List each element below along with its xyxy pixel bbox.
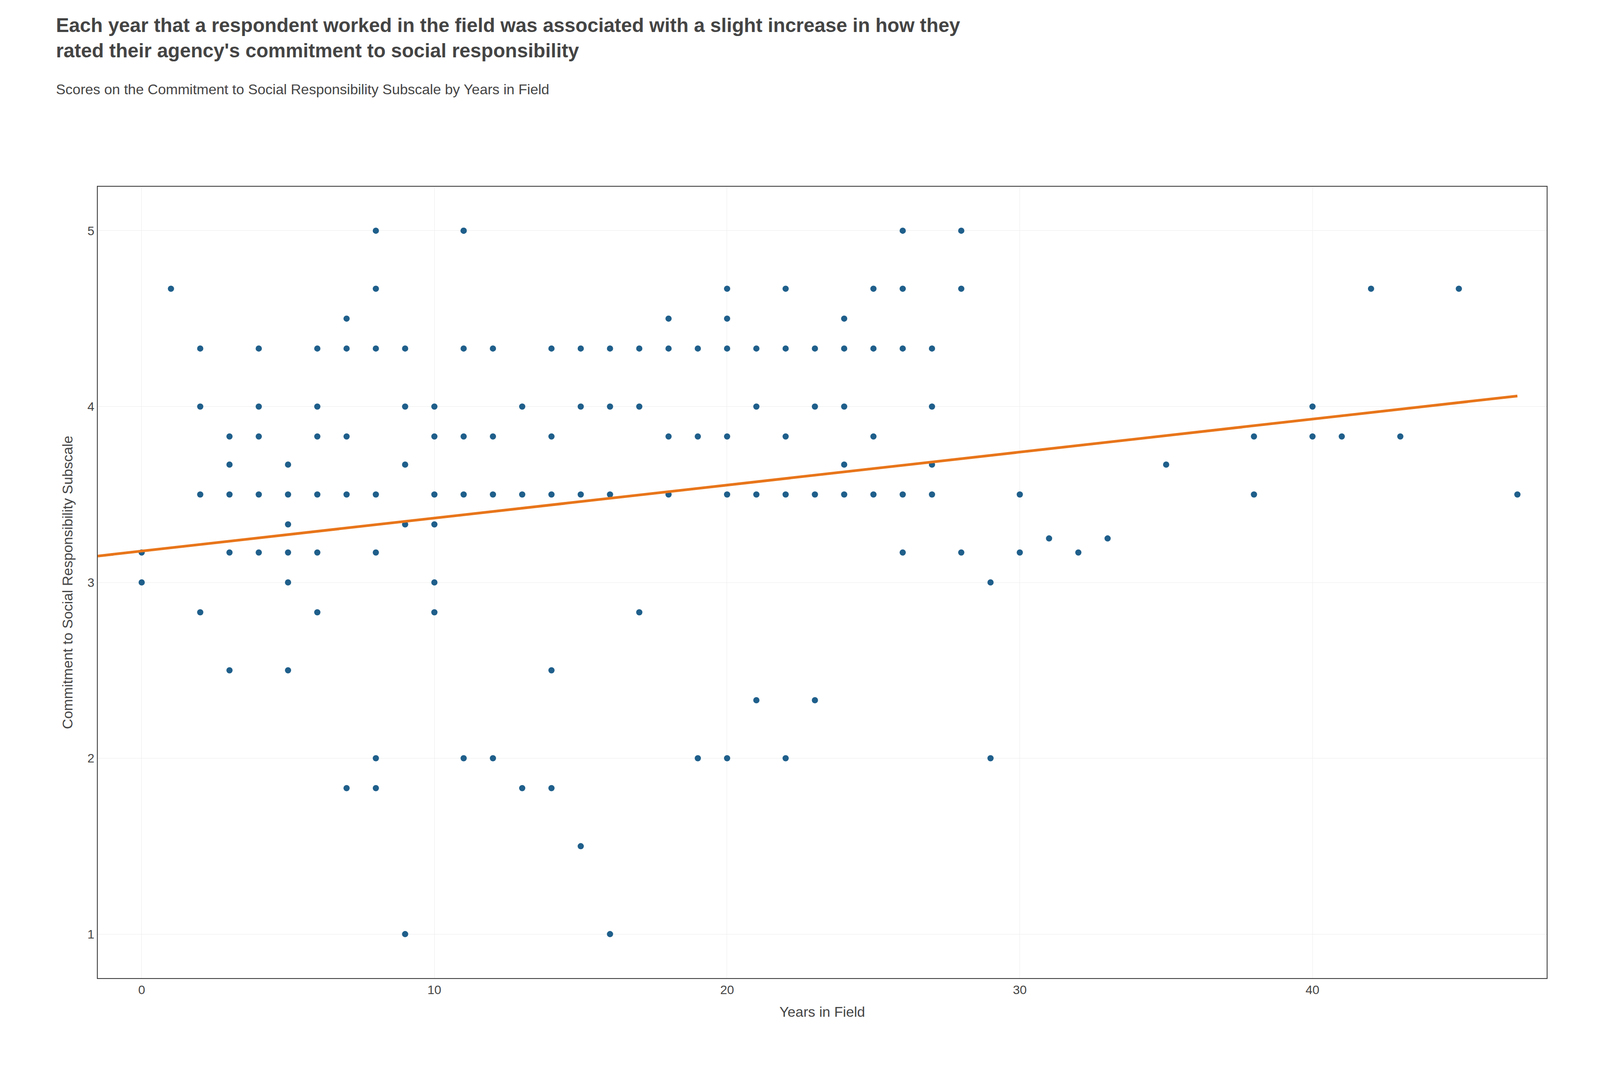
svg-text:Each year that a respondent wo: Each year that a respondent worked in th… [56, 14, 961, 62]
svg-text:30: 30 [1012, 982, 1027, 997]
svg-text:5: 5 [87, 224, 95, 238]
svg-text:3: 3 [87, 575, 95, 590]
svg-text:4: 4 [87, 399, 95, 414]
svg-text:Scores on the Commitment to So: Scores on the Commitment to Social Respo… [56, 81, 550, 98]
svg-text:40: 40 [1305, 982, 1320, 997]
svg-text:Commitment to Social Responsib: Commitment to Social Responsibility Subs… [59, 435, 76, 729]
svg-text:0: 0 [138, 982, 146, 997]
svg-text:1: 1 [87, 927, 95, 941]
svg-text:20: 20 [720, 982, 734, 997]
svg-text:2: 2 [87, 751, 95, 765]
svg-text:Years in Field: Years in Field [779, 1003, 866, 1020]
svg-text:10: 10 [427, 982, 442, 997]
